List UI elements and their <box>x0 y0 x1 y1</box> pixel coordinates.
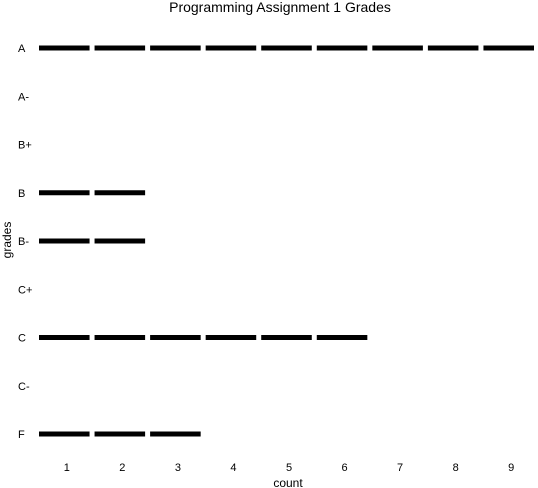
bar-segment <box>316 335 368 340</box>
bar-segment <box>94 190 146 196</box>
y-tick-label: A <box>18 43 26 55</box>
bar-segment <box>39 431 90 437</box>
y-tick-label: B- <box>18 236 29 248</box>
x-tick-label: 6 <box>341 462 347 474</box>
y-tick-label: C <box>18 333 26 345</box>
x-axis-label: count <box>273 476 303 488</box>
y-tick-label: C+ <box>18 284 32 296</box>
x-tick-label: 5 <box>286 462 292 474</box>
bar-segment <box>39 335 90 340</box>
x-tick-label: 8 <box>453 462 459 474</box>
bar-segment <box>205 45 257 51</box>
bar-segment <box>94 238 146 244</box>
chart-title: Programming Assignment 1 Grades <box>169 0 391 15</box>
bar-segment <box>316 45 368 51</box>
y-tick-label: A- <box>18 91 29 103</box>
bar-segment <box>150 45 201 51</box>
x-axis-ticks: 1 2 3 4 5 6 7 8 9 <box>64 462 515 474</box>
bar-segment <box>483 45 534 51</box>
bar-segment <box>150 431 201 437</box>
y-tick-label: C- <box>18 381 30 393</box>
bar-segment <box>205 335 257 340</box>
bar-segment <box>39 45 90 51</box>
bar-segment <box>150 335 201 340</box>
bar-segment <box>94 45 146 51</box>
bar-segment <box>39 190 90 196</box>
bar-segment <box>261 45 312 51</box>
bar-segment <box>427 45 479 51</box>
x-tick-label: 3 <box>175 462 181 474</box>
bar-segment <box>39 238 90 244</box>
y-axis-ticks: A A- B+ B B- C+ C C- F <box>18 43 32 441</box>
x-tick-label: 9 <box>508 462 514 474</box>
y-tick-label: F <box>18 429 25 441</box>
x-tick-label: 1 <box>64 462 70 474</box>
x-tick-label: 2 <box>119 462 125 474</box>
y-tick-label: B <box>18 188 25 200</box>
x-tick-label: 4 <box>230 462 236 474</box>
x-tick-label: 7 <box>397 462 403 474</box>
bar-segment <box>261 335 312 340</box>
bar-segment <box>94 431 146 437</box>
bars <box>39 45 534 437</box>
y-axis-label: grades <box>0 222 14 259</box>
bar-segment <box>372 45 423 51</box>
y-tick-label: B+ <box>18 140 32 152</box>
bar-segment <box>94 335 146 340</box>
